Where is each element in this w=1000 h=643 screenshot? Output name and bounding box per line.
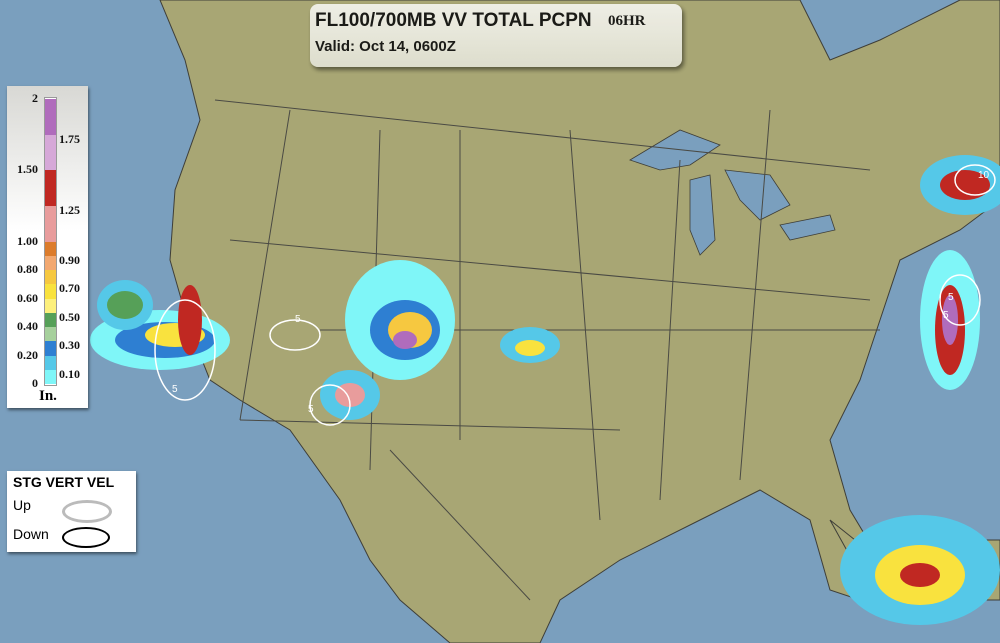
legend-bin xyxy=(45,369,56,384)
forecast-period: 06HR xyxy=(608,13,646,29)
legend-bin xyxy=(45,327,56,342)
legend-tick-left: 1.00 xyxy=(17,233,38,248)
legend-bin xyxy=(45,341,56,356)
vert-vel-legend: STG VERT VEL Up Down xyxy=(7,471,136,552)
legend-tick-right: 0.30 xyxy=(59,338,80,353)
legend-tick-left: 0.20 xyxy=(17,347,38,362)
legend-tick-left: 1.50 xyxy=(17,162,38,177)
legend-bin xyxy=(45,255,56,270)
product-title: FL100/700MB VV TOTAL PCPN xyxy=(315,10,592,31)
legend-bin xyxy=(45,241,56,256)
title-panel: FL100/700MB VV TOTAL PCPN 06HR Valid: Oc… xyxy=(310,4,682,67)
legend-bin xyxy=(45,99,56,135)
lakes xyxy=(629,129,836,256)
contour-label: 10 xyxy=(978,170,990,181)
down-ellipse-icon xyxy=(62,527,110,548)
vertical-velocity-contours xyxy=(154,164,996,426)
valid-time: Valid: Oct 14, 0600Z xyxy=(315,38,456,55)
legend-bin xyxy=(45,284,56,299)
contour-label: 5 xyxy=(295,314,301,325)
down-label: Down xyxy=(13,526,49,542)
legend-tick-right: 1.25 xyxy=(59,202,80,217)
legend-tick-left: 0.40 xyxy=(17,319,38,333)
legend-bin xyxy=(45,298,56,313)
up-ellipse-icon xyxy=(62,500,112,523)
legend-tick-right: 0.70 xyxy=(59,281,80,296)
legend-tick-left: 2 xyxy=(32,91,38,105)
contour-labels: 5 5 5 5 10 5 xyxy=(172,170,990,415)
legend-bin xyxy=(45,312,56,327)
legend-tick-right: 0.10 xyxy=(59,366,80,381)
legend-tick-left: 0.80 xyxy=(17,262,38,276)
legend-bin xyxy=(45,205,56,242)
vert-vel-title: STG VERT VEL xyxy=(13,474,115,490)
legend-bin xyxy=(45,170,56,206)
legend-unit: In. xyxy=(39,388,57,404)
legend-tick-left: 0 xyxy=(32,376,38,390)
legend-tick-right: 1.75 xyxy=(59,131,80,146)
precip-legend: 2 1.50 1.00 0.80 0.60 0.40 0.20 0 1.75 1.25 0.90 0.… xyxy=(7,86,88,408)
contour-label: 5 xyxy=(172,384,178,395)
legend-bin xyxy=(45,355,56,370)
legend-tick-right: 0.50 xyxy=(59,309,80,324)
contour-label: 5 xyxy=(948,292,954,303)
legend-bin xyxy=(45,270,56,285)
state-borders xyxy=(214,99,880,601)
contour-label: 5 xyxy=(943,310,949,321)
legend-tick-right: 0.90 xyxy=(59,252,80,267)
color-scale-bar xyxy=(44,97,57,386)
up-label: Up xyxy=(13,497,31,513)
contour-label: 5 xyxy=(308,404,314,415)
precipitation xyxy=(90,155,1000,625)
legend-tick-left: 0.60 xyxy=(17,290,38,305)
legend-bin xyxy=(45,134,56,171)
